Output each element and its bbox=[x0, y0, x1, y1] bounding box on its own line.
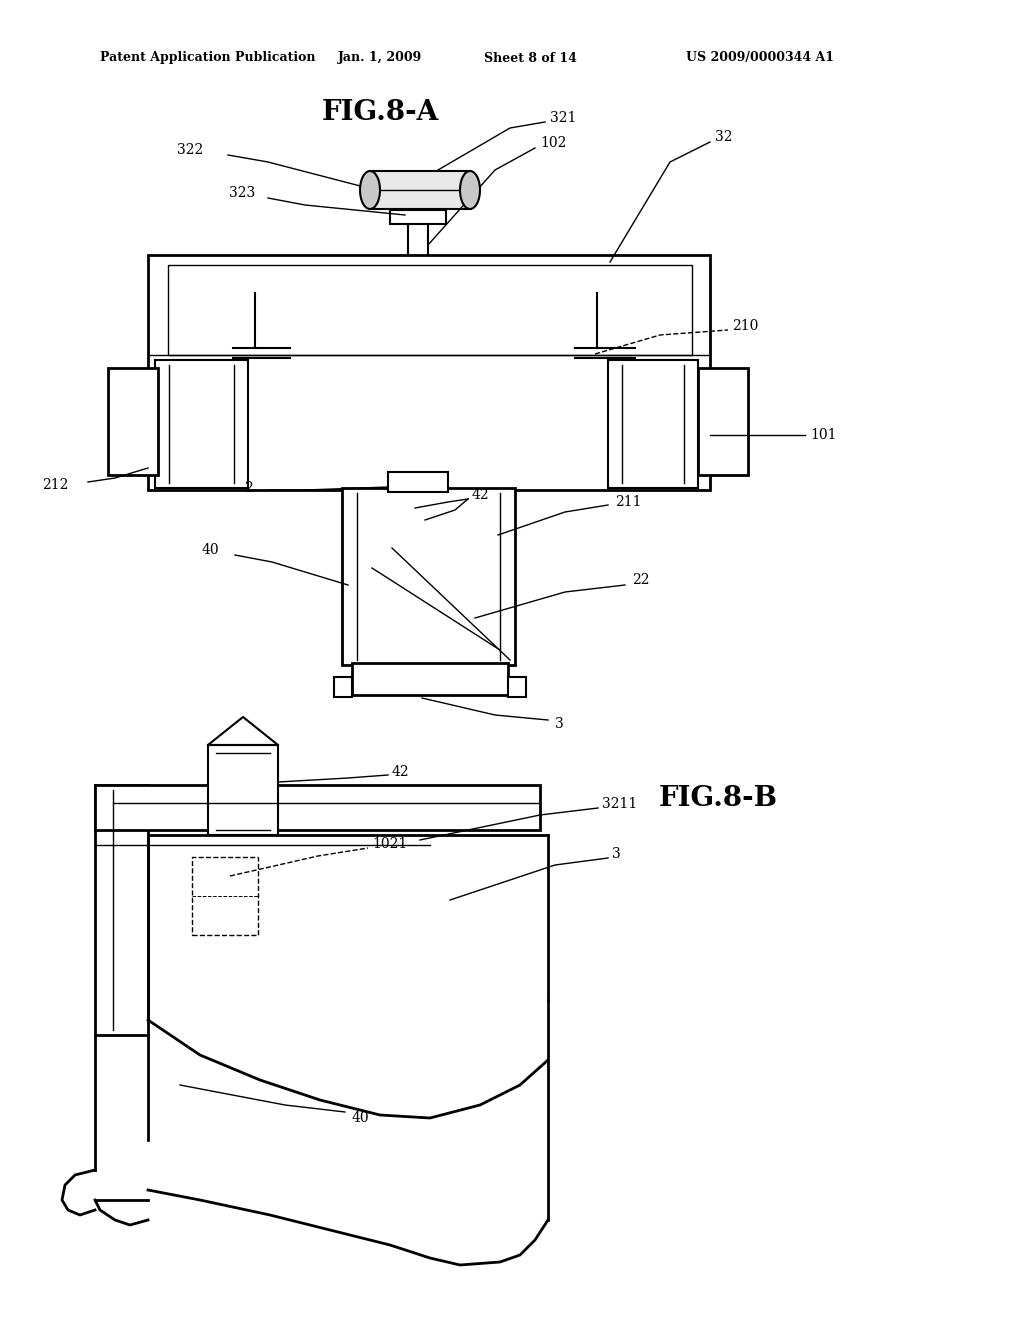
Text: Sheet 8 of 14: Sheet 8 of 14 bbox=[483, 51, 577, 65]
Bar bbox=[342, 488, 515, 665]
Text: US 2009/0000344 A1: US 2009/0000344 A1 bbox=[686, 51, 834, 65]
Text: 212: 212 bbox=[42, 478, 69, 492]
Text: FIG.8-A: FIG.8-A bbox=[322, 99, 438, 125]
Bar bbox=[168, 265, 692, 355]
Bar bbox=[352, 663, 508, 696]
Bar bbox=[193, 857, 258, 935]
Text: 322: 322 bbox=[177, 143, 203, 157]
Text: FIG.8-B: FIG.8-B bbox=[658, 784, 777, 812]
Text: 323: 323 bbox=[229, 186, 255, 201]
Text: 42: 42 bbox=[392, 766, 410, 779]
Bar bbox=[208, 744, 278, 836]
Text: 3: 3 bbox=[612, 847, 621, 861]
Text: 102: 102 bbox=[540, 136, 566, 150]
Ellipse shape bbox=[360, 172, 380, 209]
Bar bbox=[334, 677, 352, 697]
Bar bbox=[155, 360, 248, 488]
Text: 1021: 1021 bbox=[372, 837, 408, 851]
Text: 321: 321 bbox=[550, 111, 577, 125]
Text: 3211: 3211 bbox=[602, 797, 637, 810]
Bar bbox=[388, 473, 449, 492]
Bar bbox=[408, 210, 428, 484]
Text: Jan. 1, 2009: Jan. 1, 2009 bbox=[338, 51, 422, 65]
Bar bbox=[148, 255, 710, 490]
Text: Patent Application Publication: Patent Application Publication bbox=[100, 51, 315, 65]
Text: 211: 211 bbox=[615, 495, 641, 510]
Ellipse shape bbox=[460, 172, 480, 209]
Text: 22: 22 bbox=[632, 573, 649, 587]
Text: 3: 3 bbox=[555, 717, 564, 731]
Text: 2: 2 bbox=[244, 480, 252, 495]
Bar bbox=[95, 785, 148, 1035]
Text: 40: 40 bbox=[201, 543, 219, 557]
Text: 101: 101 bbox=[810, 428, 837, 442]
Text: 210: 210 bbox=[732, 319, 759, 333]
Bar bbox=[95, 785, 540, 830]
Text: 32: 32 bbox=[715, 129, 732, 144]
Bar bbox=[698, 368, 748, 475]
Text: 40: 40 bbox=[352, 1111, 370, 1125]
Text: 42: 42 bbox=[472, 488, 489, 502]
Bar bbox=[508, 677, 526, 697]
Bar bbox=[608, 360, 698, 488]
Bar bbox=[390, 210, 446, 224]
Bar bbox=[370, 172, 470, 209]
Bar bbox=[108, 368, 158, 475]
